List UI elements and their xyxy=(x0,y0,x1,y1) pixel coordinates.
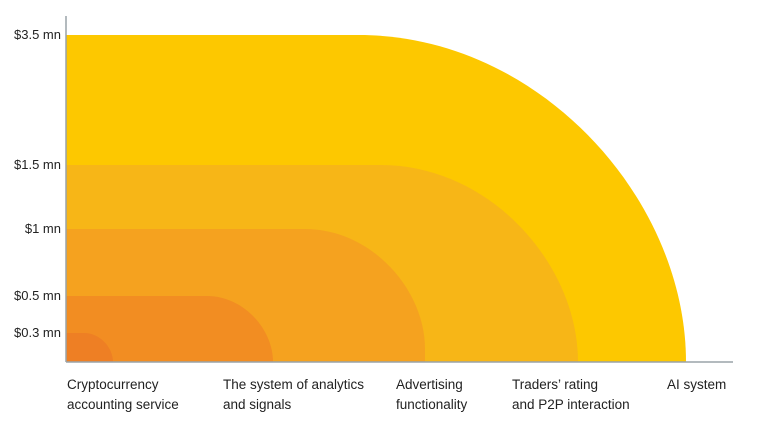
x-tick-label: Cryptocurrency accounting service xyxy=(67,377,179,412)
x-tick-label: AI system xyxy=(667,377,726,392)
y-tick-labels: $0.3 mn $0.5 mn $1 mn $1.5 mn $3.5 mn xyxy=(14,27,61,340)
y-tick-label: $0.5 mn xyxy=(14,288,61,303)
y-tick-label: $0.3 mn xyxy=(14,325,61,340)
stage-area-1 xyxy=(66,333,113,362)
stage-areas xyxy=(66,35,686,362)
x-tick-label: Traders’ rating and P2P interaction xyxy=(512,377,630,412)
y-tick-label: $3.5 mn xyxy=(14,27,61,42)
x-tick-labels: Cryptocurrency accounting service The syst… xyxy=(67,377,726,412)
x-tick-label: Advertising functionality xyxy=(396,377,468,412)
y-tick-label: $1.5 mn xyxy=(14,157,61,172)
y-tick-label: $1 mn xyxy=(25,221,61,236)
stage-area-2 xyxy=(66,296,273,362)
x-tick-label: The system of analytics and signals xyxy=(223,377,364,412)
